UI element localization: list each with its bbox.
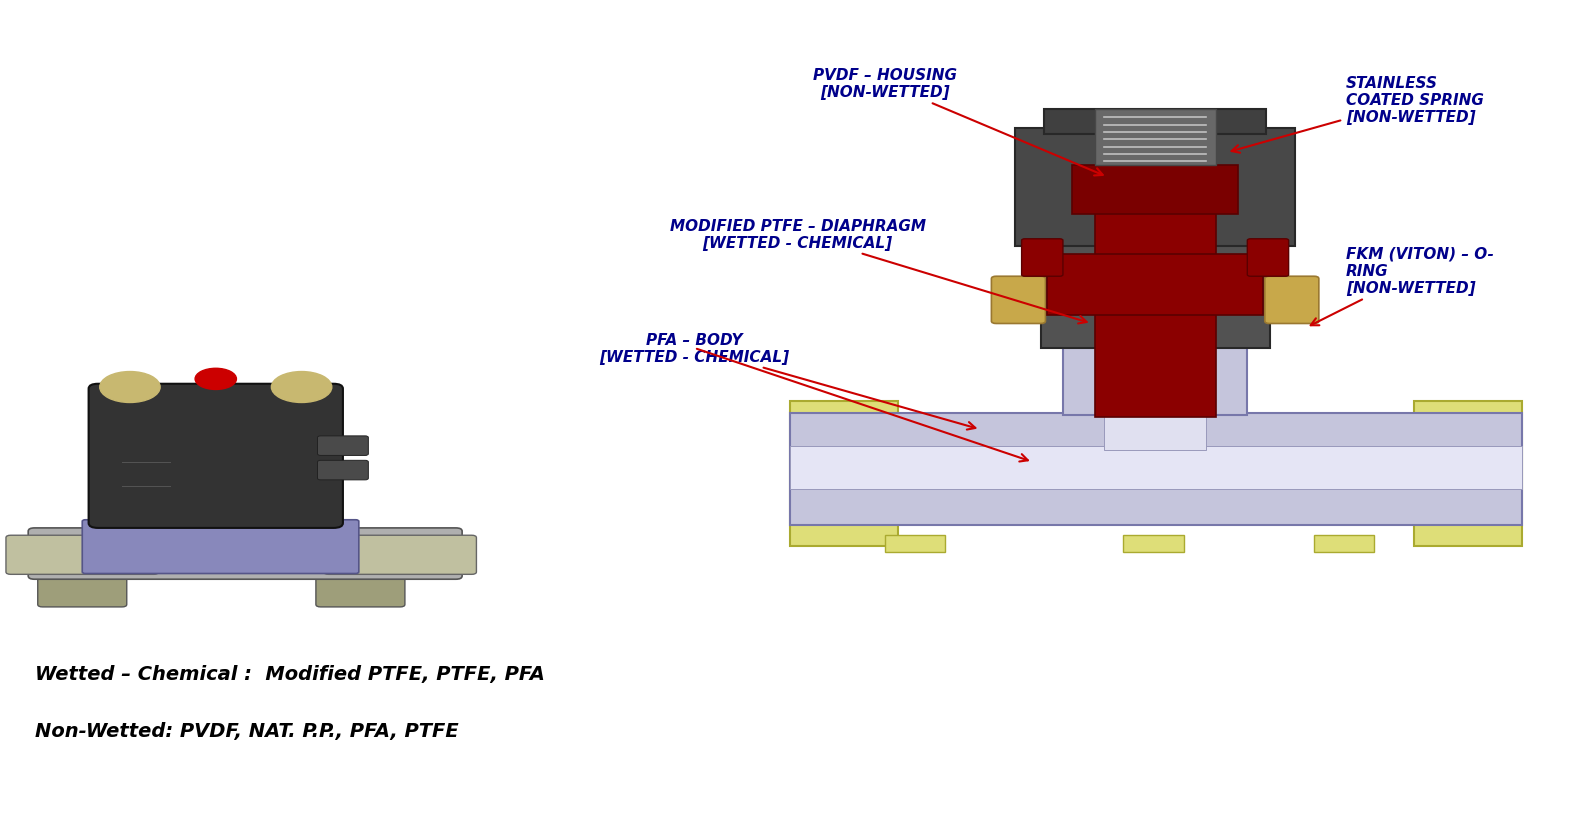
FancyBboxPatch shape: [1040, 242, 1270, 349]
Text: MODIFIED PTFE – DIAPHRAGM
[WETTED - CHEMICAL]: MODIFIED PTFE – DIAPHRAGM [WETTED - CHEM…: [670, 219, 1086, 324]
FancyBboxPatch shape: [1094, 202, 1215, 418]
FancyBboxPatch shape: [83, 520, 359, 574]
FancyBboxPatch shape: [790, 447, 1522, 489]
Circle shape: [271, 372, 332, 403]
Text: Non-Wetted: PVDF, NAT. P.P., PFA, PTFE: Non-Wetted: PVDF, NAT. P.P., PFA, PTFE: [35, 722, 458, 740]
FancyBboxPatch shape: [790, 401, 898, 546]
FancyBboxPatch shape: [6, 536, 158, 575]
FancyBboxPatch shape: [1415, 401, 1522, 546]
FancyBboxPatch shape: [1123, 536, 1183, 552]
FancyBboxPatch shape: [1062, 346, 1247, 415]
FancyBboxPatch shape: [992, 277, 1045, 324]
FancyBboxPatch shape: [1022, 239, 1062, 277]
FancyBboxPatch shape: [38, 570, 126, 607]
Text: Wetted – Chemical :  Modified PTFE, PTFE, PFA: Wetted – Chemical : Modified PTFE, PTFE,…: [35, 664, 544, 683]
Text: PFA – BODY
[WETTED - CHEMICAL]: PFA – BODY [WETTED - CHEMICAL]: [600, 333, 976, 430]
FancyBboxPatch shape: [1046, 255, 1263, 316]
FancyBboxPatch shape: [324, 536, 477, 575]
Text: STAINLESS
COATED SPRING
[NON-WETTED]: STAINLESS COATED SPRING [NON-WETTED]: [1231, 75, 1483, 153]
FancyBboxPatch shape: [29, 528, 463, 580]
FancyBboxPatch shape: [316, 570, 405, 607]
FancyBboxPatch shape: [1016, 129, 1295, 247]
Circle shape: [100, 372, 160, 403]
FancyBboxPatch shape: [317, 437, 368, 456]
Text: FKM (VITON) – O-
RING
[NON-WETTED]: FKM (VITON) – O- RING [NON-WETTED]: [1311, 247, 1495, 326]
FancyBboxPatch shape: [1247, 239, 1289, 277]
FancyBboxPatch shape: [1314, 536, 1375, 552]
FancyBboxPatch shape: [1043, 110, 1266, 134]
Text: PVDF – HOUSING
[NON-WETTED]: PVDF – HOUSING [NON-WETTED]: [813, 68, 1102, 176]
FancyBboxPatch shape: [1104, 405, 1206, 450]
FancyBboxPatch shape: [885, 536, 946, 552]
FancyBboxPatch shape: [1265, 277, 1319, 324]
FancyBboxPatch shape: [790, 414, 1522, 526]
FancyBboxPatch shape: [1072, 165, 1238, 215]
FancyBboxPatch shape: [317, 461, 368, 480]
FancyBboxPatch shape: [1094, 110, 1215, 165]
FancyBboxPatch shape: [89, 384, 343, 528]
Circle shape: [195, 369, 236, 390]
